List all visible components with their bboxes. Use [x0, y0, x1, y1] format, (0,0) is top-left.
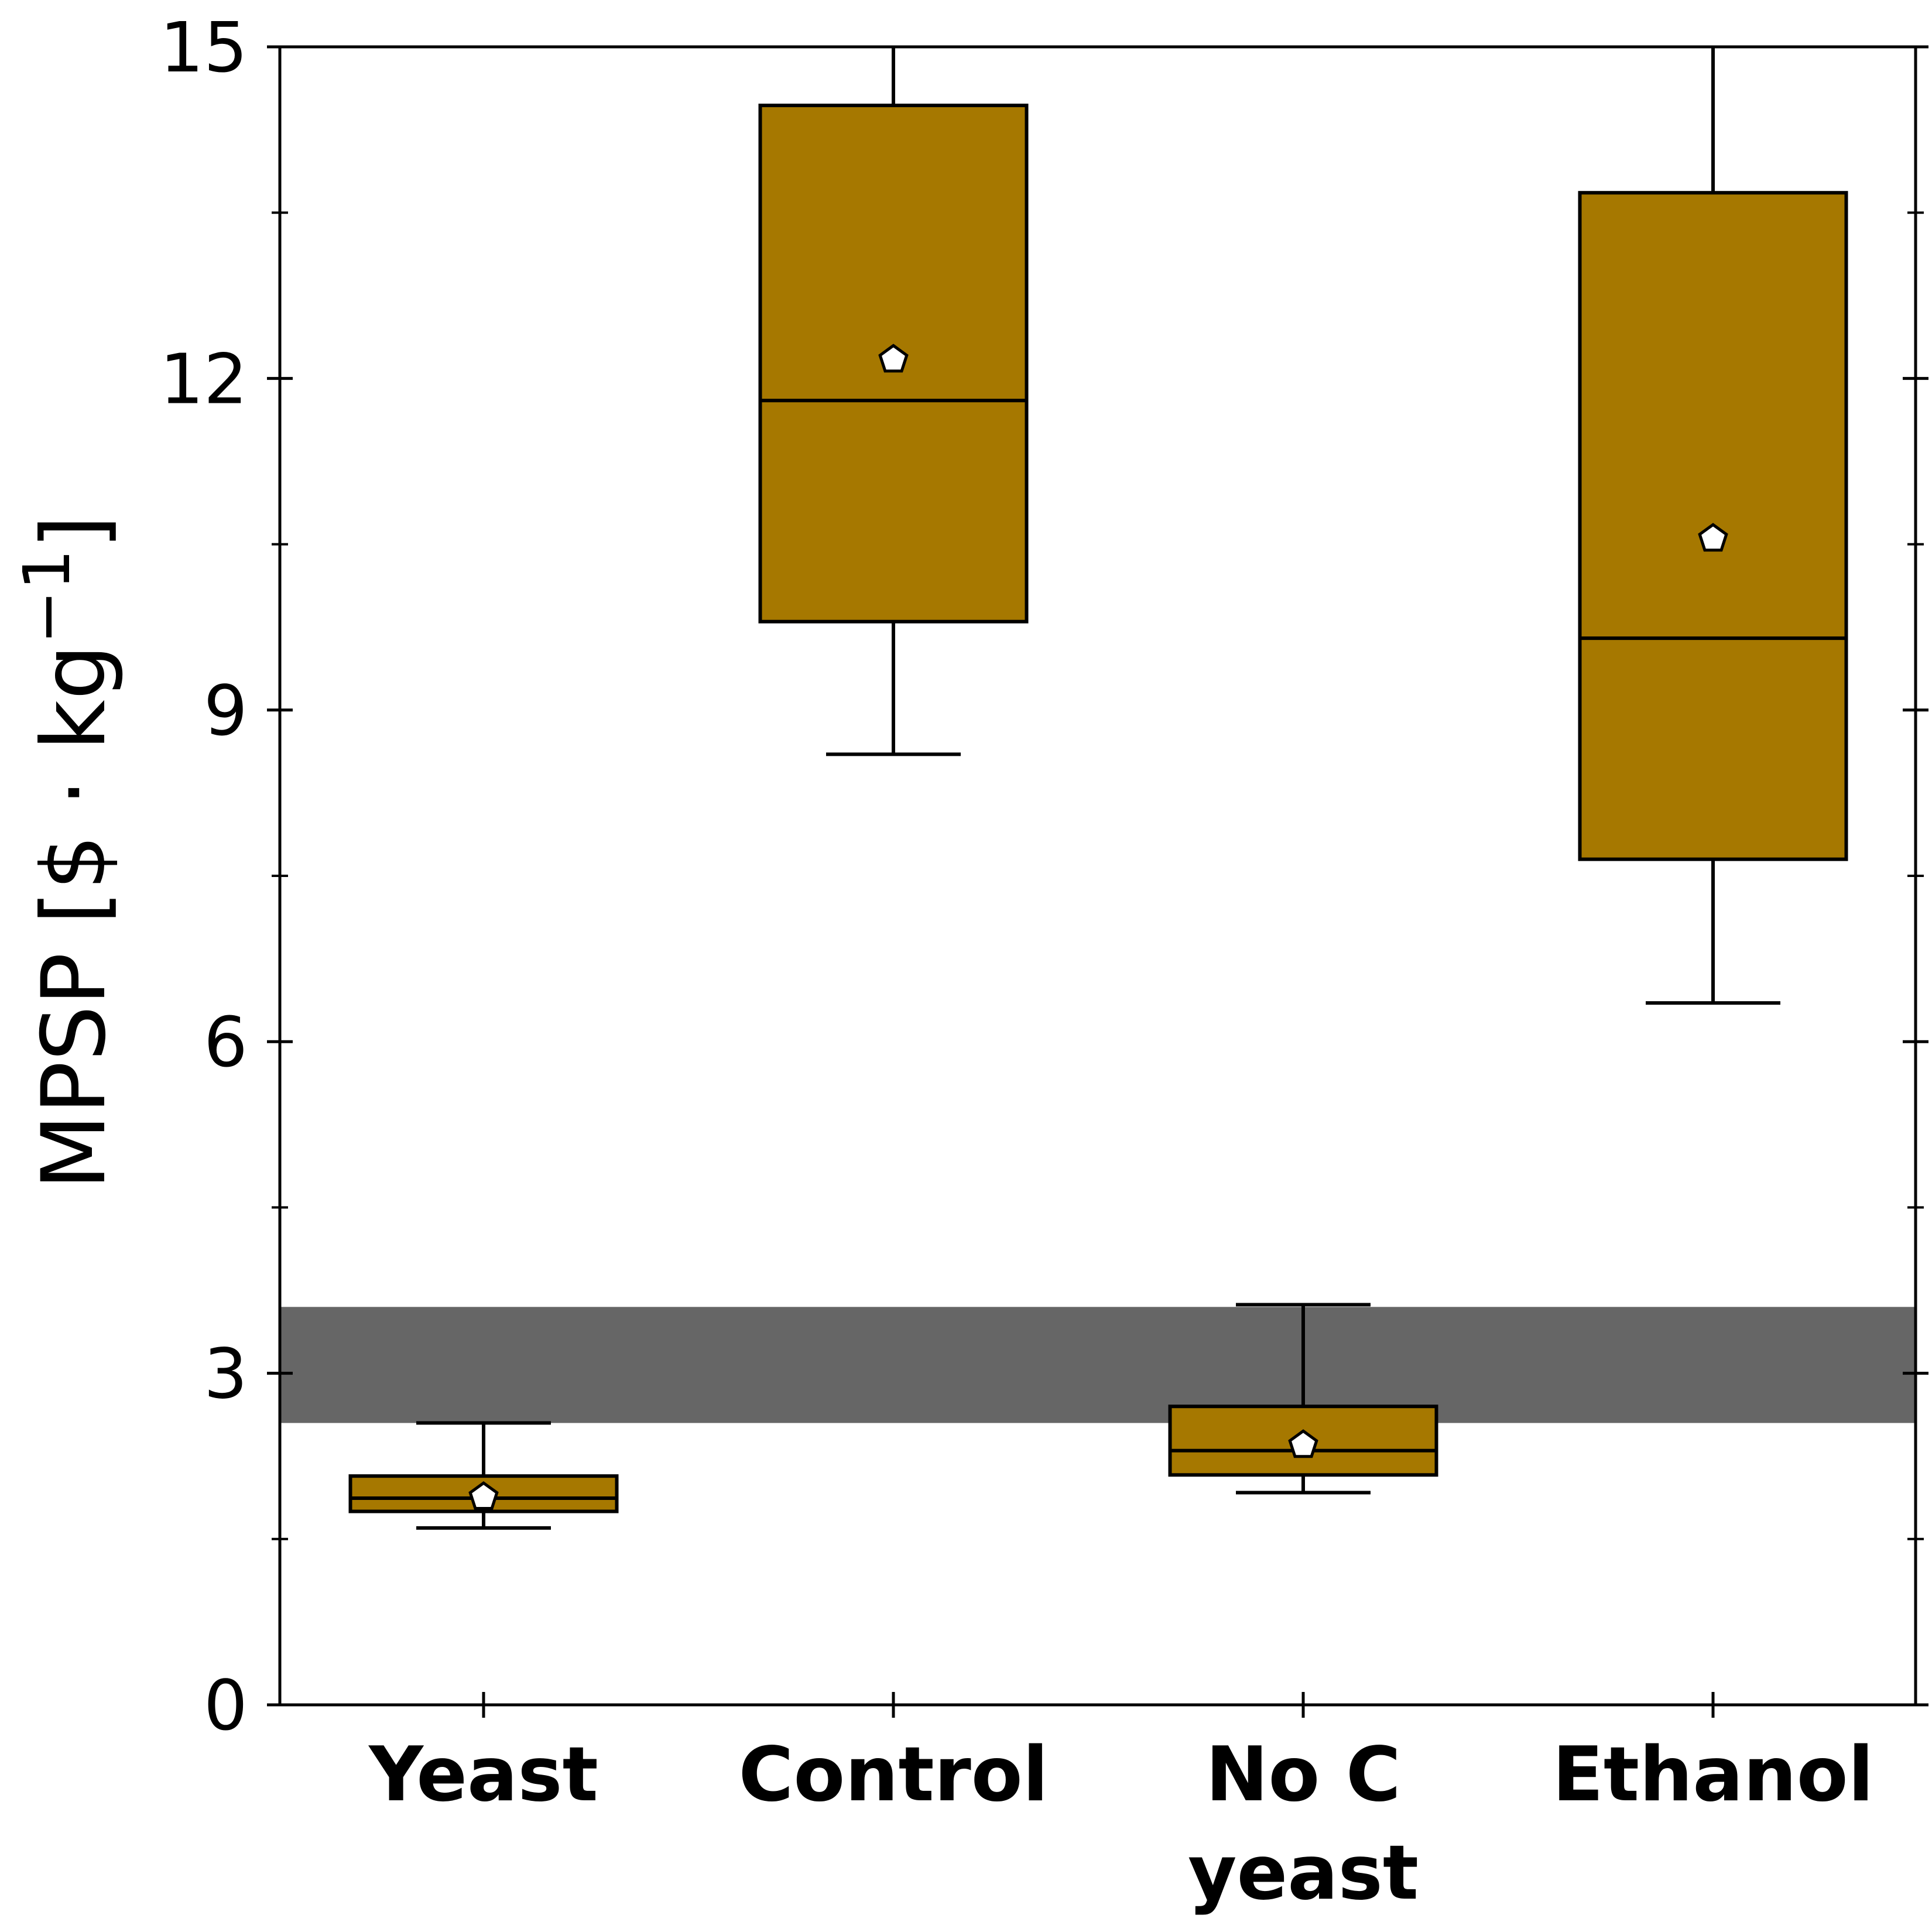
- y-axis-title-main: MPSP [$ · kg: [23, 644, 125, 1190]
- x-category-labels: Yeast Control No C yeast Ethanol: [368, 1731, 1873, 1917]
- x-category-label: yeast: [1188, 1830, 1419, 1917]
- mean-marker: [1288, 1429, 1318, 1458]
- y-axis-title-close: ]: [23, 515, 125, 550]
- reference-band: [280, 1307, 1916, 1423]
- mean-marker: [1698, 523, 1728, 552]
- reference-band-layer: [280, 1307, 1916, 1423]
- y-tick-label: 0: [204, 1665, 248, 1746]
- y-axis-title-superscript: −1: [9, 549, 84, 644]
- ticks-layer: [267, 45, 1928, 1718]
- x-category-label: Ethanol: [1552, 1731, 1873, 1818]
- mean-marker: [468, 1481, 499, 1510]
- box-group: [348, 1421, 619, 1530]
- y-axis-title: MPSP [$ · kg−1]: [9, 515, 125, 1190]
- y-tick-labels: 0 3 6 9 12 15: [160, 7, 248, 1746]
- y-tick-label: 12: [160, 338, 248, 419]
- x-category-label: Control: [738, 1731, 1048, 1818]
- boxes-layer: [348, 47, 1848, 1530]
- x-category-label: No C: [1205, 1731, 1401, 1818]
- box-group: [1578, 47, 1848, 1005]
- box-group: [1168, 1303, 1438, 1495]
- y-tick-label: 9: [204, 670, 248, 751]
- box-group: [758, 47, 1029, 756]
- y-tick-label: 3: [204, 1334, 248, 1414]
- y-tick-label: 15: [160, 7, 248, 88]
- mean-marker: [878, 344, 909, 373]
- y-tick-label: 6: [204, 1002, 248, 1083]
- x-category-label: Yeast: [368, 1731, 598, 1818]
